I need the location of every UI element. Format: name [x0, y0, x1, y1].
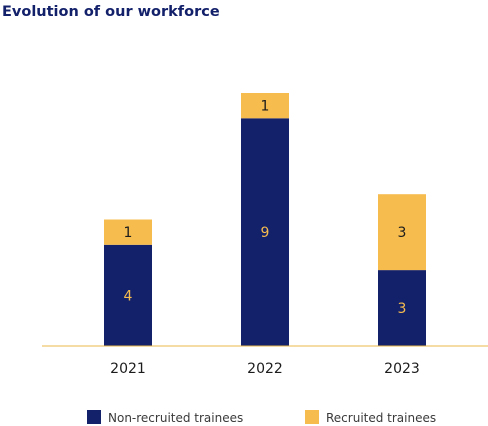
bar-recruited-trainees-2023 [378, 194, 426, 271]
data-label-recruited-trainees-2023: 3 [398, 225, 407, 241]
bar-non-recruited-trainees-2023 [378, 270, 426, 346]
legend-swatch-recruited-trainees [305, 410, 319, 424]
bar-non-recruited-trainees-2021 [104, 244, 152, 346]
data-label-non-recruited-trainees-2023: 3 [398, 301, 407, 317]
bars-group: 4 1 9 1 3 3 [104, 93, 426, 346]
data-label-non-recruited-trainees-2021: 4 [124, 288, 133, 304]
chart-title: Evolution of our workforce [2, 4, 220, 20]
data-label-recruited-trainees-2021: 1 [124, 225, 133, 241]
legend-label-recruited-trainees: Recruited trainees [326, 411, 436, 425]
x-tick-label-2021: 2021 [110, 361, 146, 377]
bar-recruited-trainees-2022 [241, 93, 289, 119]
legend-swatch-non-recruited-trainees [87, 410, 101, 424]
x-tick-label-2022: 2022 [247, 361, 283, 377]
bar-recruited-trainees-2021 [104, 219, 152, 245]
x-axis-ticks: 2021 2022 2023 [110, 361, 420, 377]
data-label-non-recruited-trainees-2022: 9 [261, 225, 270, 241]
legend: Non-recruited trainees Recruited trainees [87, 410, 436, 425]
legend-label-non-recruited-trainees: Non-recruited trainees [108, 411, 243, 425]
bar-non-recruited-trainees-2022 [241, 118, 289, 346]
data-label-recruited-trainees-2022: 1 [261, 99, 270, 115]
x-tick-label-2023: 2023 [384, 361, 420, 377]
